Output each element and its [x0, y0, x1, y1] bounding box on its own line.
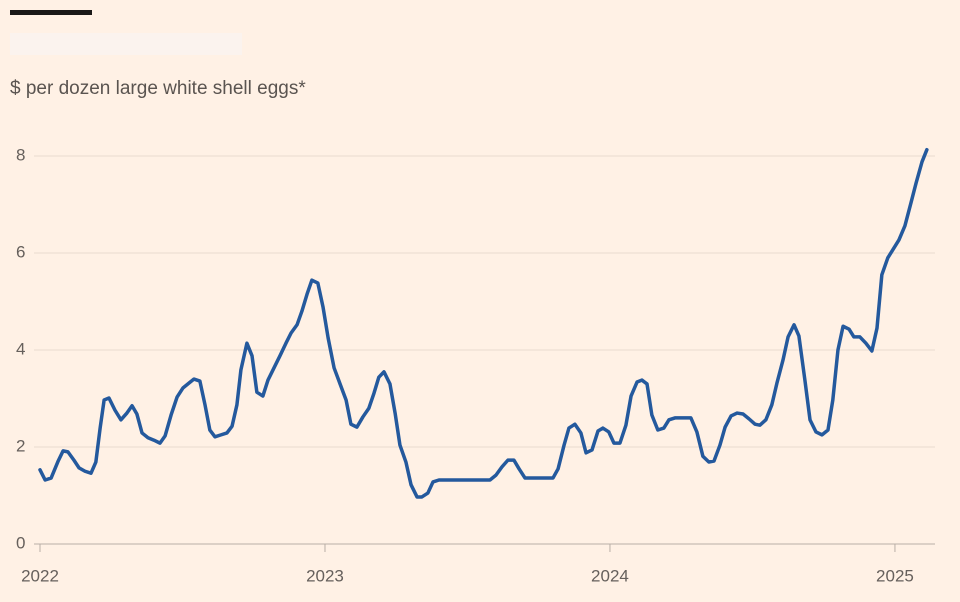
y-tick-label: 6 — [16, 242, 25, 261]
y-tick-label: 4 — [16, 339, 25, 358]
y-tick-label: 2 — [16, 436, 25, 455]
x-tick-label: 2023 — [306, 566, 344, 585]
header-bar — [10, 10, 92, 15]
y-tick-label: 8 — [16, 145, 25, 164]
x-tick-label: 2025 — [876, 566, 914, 585]
x-tick-label: 2024 — [591, 566, 629, 585]
y-tick-label: 0 — [16, 533, 25, 552]
x-tick-label: 2022 — [21, 566, 59, 585]
line-series — [38, 147, 929, 499]
blurred-title — [10, 33, 242, 55]
chart-subtitle: $ per dozen large white shell eggs* — [10, 78, 306, 99]
